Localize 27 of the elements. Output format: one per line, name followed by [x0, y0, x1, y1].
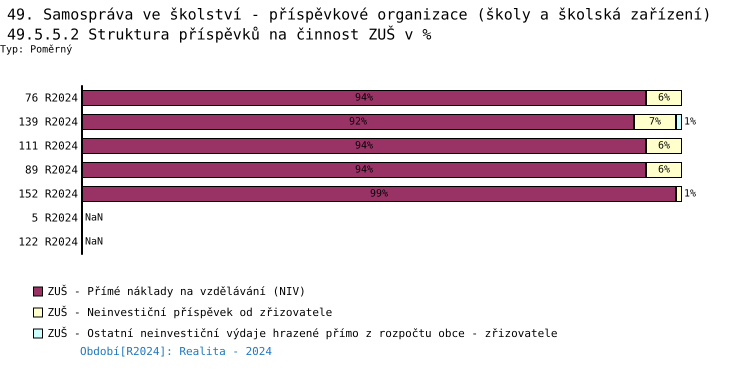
text: Typ: Poměrný — [0, 44, 72, 56]
data-label: 6% — [658, 164, 670, 176]
text: NaN — [85, 212, 104, 224]
y-tick-label: 139 R2024 — [18, 116, 78, 128]
y-tick-label: 5 R2024 — [32, 212, 78, 224]
legend-label: ZUŠ - Ostatní neinvestiční výdaje hrazené přímo z rozpočtu obce - zřizovatele — [48, 326, 558, 340]
y-tick-label: 76 R2024 — [25, 92, 78, 104]
data-label: 6% — [658, 140, 670, 152]
data-label: 7% — [648, 116, 662, 128]
data-label: 92% — [348, 116, 368, 128]
data-label: 94% — [354, 92, 374, 104]
y-tick-label: 152 R2024 — [18, 188, 78, 200]
text: NaN — [85, 236, 104, 248]
legend-label: ZUŠ - Neinvestiční příspěvek od zřizovatele — [48, 305, 332, 319]
data-label: 1% — [684, 116, 696, 128]
chart-title: 49. Samospráva ve školství - příspěvkové organizace (školy a školská zařízení) — [7, 6, 712, 24]
text: Období[R2024]: Realita - 2024 — [80, 345, 272, 358]
data-label: 94% — [354, 140, 374, 152]
y-tick-label: 111 R2024 — [18, 140, 78, 152]
data-label: 6% — [658, 92, 670, 104]
y-tick-label: 122 R2024 — [18, 236, 78, 248]
legend-label: ZUŠ - Přímé náklady na vzdělávání (NIV) — [48, 284, 306, 298]
y-tick-label: 89 R2024 — [25, 164, 78, 176]
data-label: 94% — [354, 164, 374, 176]
chart-subtitle: 49.5.5.2 Struktura příspěvků na činnost ZUŠ v % — [7, 26, 432, 44]
data-label: 99% — [370, 188, 388, 200]
data-label: 1% — [684, 188, 696, 200]
